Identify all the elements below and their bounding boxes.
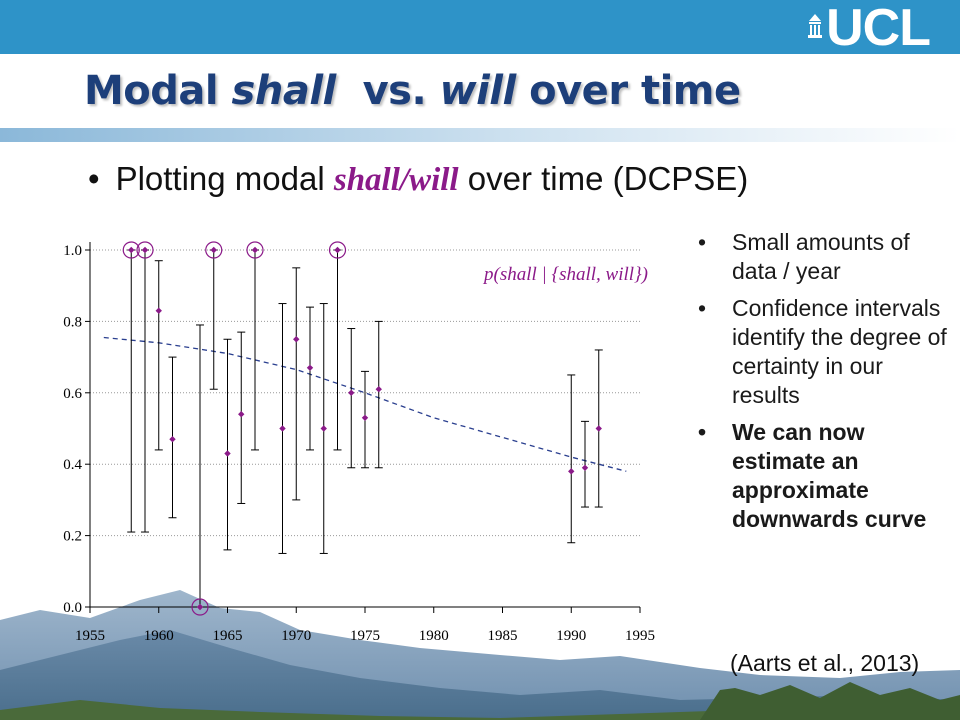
point-highlight-circle — [136, 241, 154, 259]
data-point — [238, 411, 245, 418]
bullet-dot: • — [698, 295, 707, 321]
bullet-dot: • — [698, 229, 707, 255]
trend-curve — [103, 336, 627, 472]
title-underline — [0, 128, 960, 142]
data-point — [128, 246, 135, 254]
point-highlight-circle — [328, 241, 347, 259]
y-tick-label: 0.0 — [63, 600, 82, 616]
data-point — [224, 450, 231, 457]
bullet-dot: • — [698, 419, 707, 445]
data-point — [348, 389, 355, 396]
data-point — [581, 464, 589, 471]
main-bullet-text: Plotting modal — [115, 160, 334, 197]
main-bullet: • Plotting modal shall/will over time (DC… — [88, 160, 748, 199]
ucl-logo: UCL — [808, 0, 931, 57]
x-tick-label: 1985 — [488, 628, 518, 644]
title-emphasis: will — [439, 68, 517, 114]
y-tick-label: 0.4 — [63, 457, 82, 473]
side-bullet: • We can now estimate an approximate dow… — [698, 418, 948, 534]
page-title: Modal shall vs. will over time — [84, 68, 741, 114]
title-emphasis: shall — [231, 68, 337, 114]
y-tick-label: 0.2 — [63, 529, 82, 545]
x-tick-label: 1980 — [419, 628, 449, 644]
x-tick-label: 1965 — [213, 628, 243, 644]
data-point — [141, 246, 149, 254]
x-tick-label: 1955 — [75, 628, 105, 644]
title-part: over time — [515, 68, 741, 114]
data-point — [320, 425, 327, 432]
mountain-landscape-image — [0, 590, 960, 720]
axis-layer: 0.0 0.2 0.4 0.6 0.8 1.0 1955 1960 1965 1970 1975 19… — [63, 242, 655, 644]
side-bullet-text: Confidence intervals identify the degree… — [732, 295, 947, 408]
data-point — [375, 386, 382, 393]
y-tick-label: 1.0 — [63, 243, 82, 259]
data-point — [334, 246, 341, 254]
point-highlight-circle — [246, 241, 264, 259]
top-banner: UCL — [0, 0, 960, 54]
point-highlight-circle — [191, 598, 209, 616]
side-bullet: • Small amounts of data / year — [698, 228, 948, 286]
series-label: p(shall | {shall, will}) — [482, 264, 648, 285]
data-point — [306, 364, 314, 372]
data-point — [251, 246, 259, 254]
data-point — [595, 425, 602, 432]
side-bullet: • Confidence intervals identify the degr… — [698, 294, 948, 410]
data-point — [210, 246, 217, 254]
points-layer — [122, 241, 603, 616]
x-tick-label: 1975 — [350, 628, 380, 644]
x-tick-label: 1970 — [281, 628, 311, 644]
logo-text: UCL — [826, 0, 931, 57]
side-bullet-text: We can now estimate an approximate downw… — [732, 419, 927, 532]
data-point — [279, 425, 286, 432]
citation: (Aarts et al., 2013) — [730, 650, 920, 676]
data-point — [169, 436, 176, 443]
side-bullet-text: Small amounts of data / year — [732, 229, 910, 284]
x-tick-label: 1995 — [625, 628, 655, 644]
portico-icon — [808, 14, 823, 38]
main-bullet-text: over time (DCPSE) — [458, 160, 749, 197]
data-point — [568, 468, 575, 475]
bullet-dot: • — [88, 160, 100, 197]
y-tick-label: 0.8 — [63, 314, 82, 330]
data-point — [361, 414, 369, 421]
data-point — [155, 307, 162, 314]
x-tick-label: 1960 — [144, 628, 174, 644]
title-part: vs. — [335, 68, 440, 114]
data-point — [196, 603, 204, 611]
side-bullet-list: • Small amounts of data / year • Confide… — [698, 228, 948, 542]
data-point — [293, 336, 300, 343]
x-tick-label: 1990 — [556, 628, 586, 644]
point-highlight-circle — [205, 241, 223, 259]
point-highlight-circle — [122, 241, 140, 259]
title-part: Modal — [84, 68, 232, 114]
y-tick-label: 0.6 — [63, 386, 82, 402]
main-bullet-emphasis: shall/will — [333, 162, 459, 198]
